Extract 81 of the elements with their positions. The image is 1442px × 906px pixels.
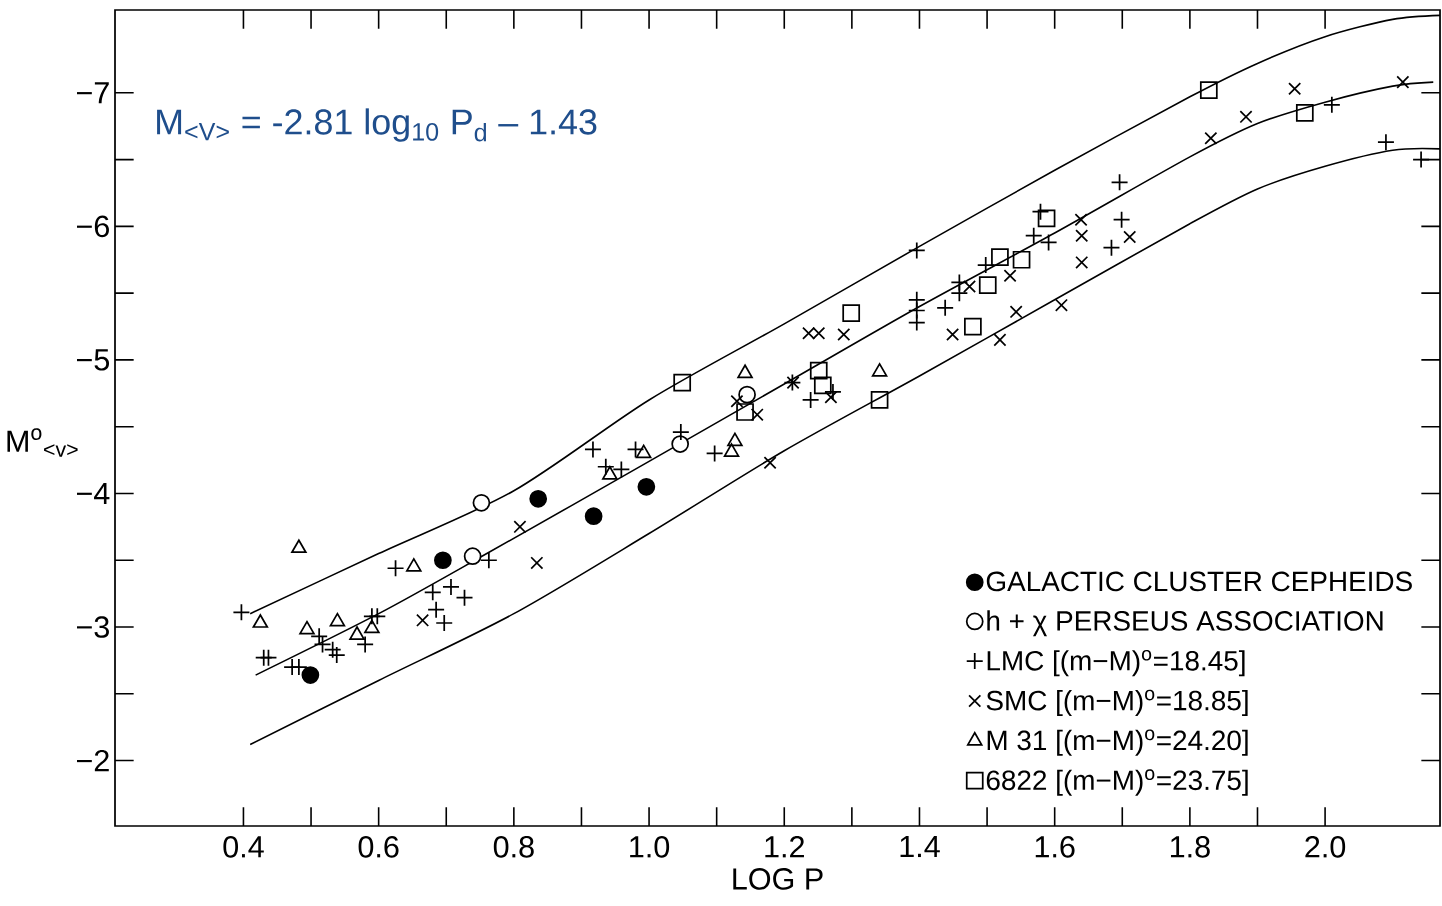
point [637,477,656,496]
point [763,456,777,470]
x-tick-label: 2.0 [1305,836,1346,858]
x-tick-label: 1.6 [1035,836,1075,858]
point [416,613,430,627]
point [671,435,690,453]
legend-label: M 31 [(m−M)$^{o}$=24.20] [987,729,1248,756]
point [870,391,889,409]
point [946,328,960,342]
point [837,328,851,342]
y-tick-label: −6 [76,215,109,238]
point [1075,229,1089,243]
point [1199,81,1218,100]
y-tick-label: −4 [76,482,110,504]
point [1003,269,1017,283]
point [463,547,482,566]
point [584,507,603,526]
x-tick-label: 0.4 [223,836,264,858]
point [602,465,618,480]
y-tick-label: −5 [76,349,110,371]
point [824,390,838,404]
point [964,317,982,336]
point [871,363,888,377]
point [730,394,744,408]
point [364,619,380,634]
point [1239,110,1253,124]
point [252,614,269,628]
point [1295,103,1314,122]
y-axis-title: M$^{o}$<v> [7,428,78,457]
point [299,620,315,635]
point [635,444,652,459]
point [349,626,365,640]
annotation: M$_{<V>}$ = -2.81 log$_{10}$ P$_{d}$ – 1.43 [157,108,597,142]
point [1037,209,1056,228]
point [1396,75,1410,89]
y-tick-label: −3 [76,616,109,638]
point [529,489,548,508]
point [993,333,1007,347]
point [1009,305,1023,319]
point [472,493,491,512]
point [530,556,544,570]
point [842,304,861,323]
legend-label: GALACTIC CLUSTER CEPHEIDS [986,571,1412,592]
point [723,443,740,457]
point [978,276,997,294]
point [738,385,756,404]
point [737,364,753,379]
point [434,551,452,570]
point [809,361,828,380]
point [1288,82,1302,96]
point [329,612,346,627]
x-axis-title: LOG P [733,868,823,890]
legend-label: 6822 [(m−M)$^{o}$=23.75] [986,769,1248,796]
x-tick-label: 0.6 [358,836,399,858]
x-tick-label: 1.0 [630,836,670,858]
point [727,432,743,447]
point [1204,131,1218,145]
x-tick-label: 1.4 [900,836,940,858]
point [1075,255,1089,269]
point [991,248,1009,266]
legend-label: LMC [(m−M)$^{o}$=18.45] [987,649,1245,677]
legend-label: SMC [(m−M)$^{o}$=18.85] [986,689,1248,716]
point [1054,298,1068,312]
point [962,279,977,293]
point [750,408,764,422]
point [513,520,527,534]
point [673,373,692,392]
x-tick-label: 1.8 [1170,836,1210,858]
point [406,558,422,572]
point [1123,230,1137,244]
point [813,376,832,395]
legend-label: h + χ PERSEUS ASSOCIATION [987,610,1383,637]
point [736,403,754,421]
x-tick-label: 0.8 [493,836,534,858]
x-tick-label: 1.2 [765,836,804,858]
y-tick-label: −2 [76,749,109,772]
point [1074,213,1088,227]
y-tick-label: −7 [76,82,109,104]
point [1012,250,1031,269]
point [291,539,307,554]
point [301,666,320,684]
